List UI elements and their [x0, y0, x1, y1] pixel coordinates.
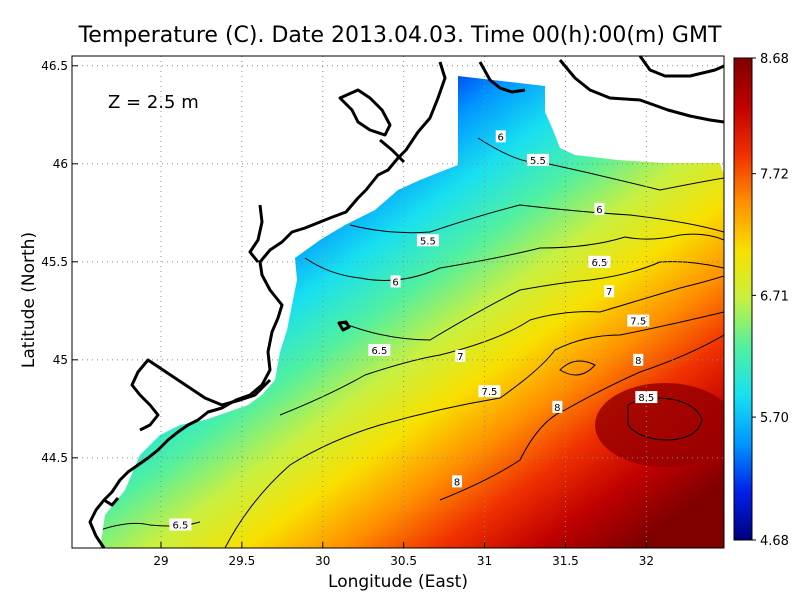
coastline-path — [88, 61, 447, 549]
coastline-path — [338, 88, 392, 137]
grid-lines — [72, 56, 724, 548]
plot-area: 6 5.5 6 5.5 6.5 6 7 7.5 6.5 7 8 7.5 8.5 8 8 6.5 29 29.5 3… — [41, 55, 725, 568]
contour-label-bg — [633, 353, 644, 366]
contour-line — [349, 204, 724, 234]
y-tick-label: 44.5 — [41, 451, 68, 465]
coastline-path — [248, 204, 264, 263]
contour-label: 7 — [457, 352, 463, 363]
contour-line — [279, 275, 724, 416]
contour-label-bg — [478, 385, 501, 398]
x-tick-label: 29.5 — [229, 554, 256, 568]
contour-label: 7 — [606, 287, 612, 298]
coastline-path — [379, 138, 406, 164]
y-tick-label: 45 — [53, 353, 68, 367]
coastline-path — [103, 497, 120, 507]
contour-line — [439, 334, 724, 501]
colorbar: 8.68 7.72 6.71 5.70 4.68 — [733, 52, 789, 549]
x-tick-label: 31 — [477, 554, 492, 568]
colorbar-tick-label: 4.68 — [760, 534, 789, 549]
colorbar-tick-label: 8.68 — [760, 52, 789, 67]
contour-label: 6.5 — [371, 346, 387, 357]
contour-label-bg — [368, 344, 391, 357]
contour-label: 8 — [635, 356, 641, 367]
coastline-path — [638, 55, 725, 78]
contour-label-bg — [604, 285, 615, 298]
contour-label: 8.5 — [638, 393, 654, 404]
contour-label: 5.5 — [530, 156, 546, 167]
x-tick-label: 30.5 — [390, 554, 417, 568]
coastline — [88, 55, 725, 549]
coastline-path — [130, 358, 272, 432]
contour-labels: 6 5.5 6 5.5 6.5 6 7 7.5 6.5 7 8 7.5 8.5 8 8 6.5 — [169, 130, 658, 531]
colorbar-tick-label: 6.71 — [760, 289, 789, 304]
y-axis-ticks: 44.5 45 45.5 46 46.5 — [41, 59, 78, 465]
x-tick-label: 31.5 — [552, 554, 579, 568]
contour-line — [304, 233, 724, 281]
contour-label: 6 — [498, 132, 504, 143]
contour-label-bg — [495, 130, 506, 143]
contour-label: 6 — [596, 205, 602, 216]
contour-label-bg — [594, 202, 605, 215]
x-tick-label: 30 — [315, 554, 330, 568]
x-tick-label: 32 — [639, 554, 654, 568]
colorbar-ticks: 8.68 7.72 6.71 5.70 4.68 — [752, 52, 789, 549]
contour-label: 6.5 — [591, 258, 607, 269]
coastline-path — [478, 61, 526, 94]
contour-label: 7.5 — [630, 317, 646, 328]
contour-label-bg — [416, 234, 439, 247]
contour-label: 5.5 — [420, 236, 436, 247]
colorbar-gradient — [733, 57, 753, 541]
contour-label-bg — [526, 153, 549, 166]
contour-label: 8 — [454, 477, 460, 488]
contour-label-bg — [390, 275, 401, 288]
coastline-path — [337, 320, 351, 332]
contour-line — [224, 311, 724, 548]
contour-label-bg — [169, 518, 192, 531]
warm-core — [595, 383, 724, 467]
plot-border — [71, 55, 725, 549]
colorbar-tick-label: 5.70 — [760, 411, 789, 426]
contour-line — [477, 137, 724, 191]
contour-label-bg — [627, 314, 650, 327]
y-tick-label: 46.5 — [41, 59, 68, 73]
contour-label: 6 — [392, 277, 398, 288]
contour-label-bg — [552, 400, 563, 413]
contour-label: 7.5 — [481, 387, 497, 398]
depth-annotation: Z = 2.5 m — [108, 92, 199, 113]
y-tick-label: 45.5 — [41, 255, 68, 269]
contour-label-bg — [588, 255, 611, 268]
contour-label-bg — [452, 475, 463, 488]
contour-label-bg — [635, 391, 658, 404]
colorbar-tick-label: 7.72 — [760, 168, 789, 183]
contour-label: 8 — [554, 403, 560, 414]
contour-line — [559, 360, 596, 376]
contour-label-bg — [455, 349, 466, 362]
y-tick-label: 46 — [53, 157, 68, 171]
contour-label: 6.5 — [172, 520, 188, 531]
x-axis-label: Longitude (East) — [328, 572, 468, 592]
x-tick-label: 29 — [153, 554, 168, 568]
x-axis-ticks: 29 29.5 30 30.5 31 31.5 32 — [153, 542, 654, 568]
y-axis-label: Latitude (North) — [19, 232, 39, 368]
chart-title: Temperature (C). Date 2013.04.03. Time 0… — [78, 23, 722, 48]
coastline-path — [558, 59, 725, 124]
